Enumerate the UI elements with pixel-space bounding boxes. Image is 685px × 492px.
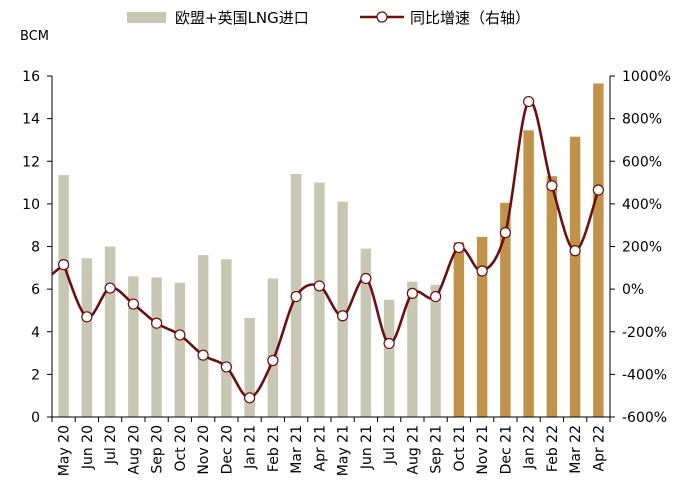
right-tick-label: 1000% xyxy=(622,69,671,85)
left-tick-label: 6 xyxy=(31,282,40,298)
growth-point xyxy=(104,282,116,294)
x-tick-label: Dec 20 xyxy=(219,425,235,474)
right-tick-label: -200% xyxy=(622,325,667,341)
x-tick-label: Jan 21 xyxy=(243,425,259,470)
bar xyxy=(337,201,348,417)
growth-point xyxy=(127,298,139,310)
growth-point xyxy=(290,290,302,303)
bar xyxy=(221,259,232,417)
x-tick-label: Sep 20 xyxy=(150,425,166,474)
x-tick-label: Mar 21 xyxy=(289,425,305,474)
growth-point xyxy=(151,317,163,329)
right-tick-label: 0% xyxy=(622,282,644,298)
right-tick-label: -600% xyxy=(622,410,667,426)
legend-bar-swatch xyxy=(127,12,166,23)
growth-point xyxy=(430,290,442,303)
x-tick-label: Aug 20 xyxy=(126,425,142,475)
growth-point xyxy=(244,392,256,404)
growth-point xyxy=(499,227,511,239)
left-tick-label: 2 xyxy=(31,367,40,383)
bar xyxy=(104,246,116,417)
bar xyxy=(476,236,488,417)
x-tick-label: Nov 20 xyxy=(196,425,212,475)
growth-point xyxy=(476,265,488,277)
x-tick-label: Dec 21 xyxy=(498,425,514,474)
legend-line-label: 同比增速（右轴） xyxy=(410,9,530,27)
x-tick-label: Oct 20 xyxy=(173,425,189,471)
left-tick-label: 16 xyxy=(22,69,40,85)
growth-point xyxy=(569,245,581,257)
left-axis-unit: BCM xyxy=(20,29,49,44)
bar xyxy=(128,276,139,417)
bar xyxy=(593,83,604,417)
left-tick-label: 8 xyxy=(31,240,40,256)
growth-line xyxy=(62,99,600,400)
bar xyxy=(407,281,418,417)
growth-point xyxy=(197,349,209,361)
bar xyxy=(453,242,465,417)
bar xyxy=(500,202,511,417)
left-tick-label: 14 xyxy=(22,112,40,128)
right-tick-label: 800% xyxy=(622,112,662,128)
bar xyxy=(244,317,255,417)
bar xyxy=(383,299,395,417)
x-tick-label: Jul 21 xyxy=(382,425,398,465)
growth-point xyxy=(546,180,558,192)
bar xyxy=(267,278,279,417)
x-tick-label: Oct 21 xyxy=(452,425,468,471)
growth-point xyxy=(360,272,372,285)
right-tick-label: 200% xyxy=(622,240,662,256)
bar xyxy=(197,255,209,417)
legend-bar-label: 欧盟+英国LNG进口 xyxy=(175,9,309,27)
x-tick-label: Aug 21 xyxy=(405,425,421,475)
bar xyxy=(314,182,325,417)
x-tick-label: Feb 22 xyxy=(545,425,561,472)
x-tick-label: Mar 22 xyxy=(568,425,584,474)
growth-point xyxy=(220,361,232,373)
right-tick-label: 600% xyxy=(622,154,662,170)
left-tick-label: 12 xyxy=(22,154,40,170)
x-tick-label: Feb 21 xyxy=(266,425,282,472)
bar xyxy=(430,284,441,417)
growth-point xyxy=(58,259,70,271)
bar xyxy=(569,136,581,417)
bar xyxy=(81,258,93,417)
growth-point xyxy=(453,241,465,254)
bar xyxy=(523,130,534,418)
growth-point xyxy=(523,95,535,108)
growth-point xyxy=(313,280,325,292)
x-tick-label: Nov 21 xyxy=(475,425,491,475)
growth-point xyxy=(592,184,604,196)
x-tick-label: Apr 21 xyxy=(312,425,328,471)
legend: 欧盟+英国LNG进口 同比增速（右轴） xyxy=(127,9,530,27)
growth-point xyxy=(267,354,279,367)
plot-area: 0 2 4 6 8 10 12 14 16 -600% -400% -200% 0% 200% 400% 60… xyxy=(22,69,671,476)
bar xyxy=(151,277,162,417)
growth-point xyxy=(406,287,418,299)
right-tick-label: -400% xyxy=(622,367,667,383)
x-tick-label: Jan 22 xyxy=(522,425,538,470)
left-tick-label: 0 xyxy=(31,410,40,426)
left-tick-label: 4 xyxy=(31,325,40,341)
bar xyxy=(174,282,186,417)
x-tick-label: Apr 22 xyxy=(591,425,607,471)
x-tick-label: Sep 21 xyxy=(429,425,445,474)
x-tick-label: May 21 xyxy=(336,425,352,476)
x-tick-label: May 20 xyxy=(57,425,73,476)
right-tick-label: 400% xyxy=(622,197,662,213)
growth-point xyxy=(81,311,93,323)
growth-point xyxy=(174,329,186,341)
bar xyxy=(360,248,372,417)
x-tick-label: Jul 20 xyxy=(103,425,119,465)
left-tick-label: 10 xyxy=(22,197,40,213)
bar xyxy=(546,176,558,417)
legend-line-marker xyxy=(376,11,388,23)
growth-point xyxy=(337,310,349,322)
x-tick-label: Jun 21 xyxy=(359,425,375,470)
bar xyxy=(58,175,69,417)
x-tick-label: Jun 20 xyxy=(80,425,96,470)
growth-point xyxy=(383,337,395,350)
